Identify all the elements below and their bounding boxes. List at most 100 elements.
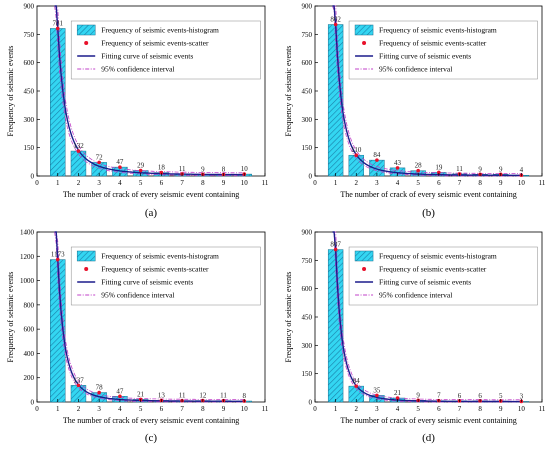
confidence-upper [332,5,523,174]
legend-entry: Frequency of seismic events-histogram [379,26,497,35]
legend-scatter-swatch [84,41,89,45]
legend-entry: Frequency of seismic events-scatter [101,39,209,48]
data-label: 13 [158,391,166,399]
legend-entry: Fitting curve of seismic events [379,52,471,61]
data-label: 11 [220,392,227,400]
legend-entry: Frequency of seismic events-scatter [101,265,209,274]
data-label: 11 [179,392,186,400]
data-label: 9 [201,165,205,173]
y-tick-label: 0 [31,399,35,407]
y-tick-label: 900 [302,229,313,237]
y-tick-label: 750 [302,31,313,39]
scatter-point [416,168,420,173]
x-tick-label: 3 [375,179,379,187]
x-tick-label: 10 [518,179,526,187]
x-tick-label: 6 [160,179,164,187]
data-label: 11 [179,165,186,173]
y-tick-label: 900 [302,3,313,11]
data-label: 21 [394,389,402,397]
data-label: 8 [243,392,247,400]
data-label: 47 [116,387,124,395]
legend-bar-swatch [354,250,374,262]
x-tick-label: 4 [118,179,122,187]
legend-entry: Frequency of seismic events-scatter [379,265,487,274]
y-axis-label: Frequency of seismic events [6,46,15,137]
legend-box [70,20,261,80]
data-label: 28 [415,162,423,170]
x-tick-label: 7 [180,405,184,413]
fit-curve [332,231,523,403]
y-tick-label: 450 [302,314,313,322]
x-tick-label: 8 [201,179,205,187]
x-tick-label: 0 [35,179,39,187]
scatter-point [97,390,101,395]
scatter-point [76,383,81,388]
data-label: 6 [458,392,462,400]
scatter-point [437,170,441,175]
scatter-point [395,166,400,170]
data-label: 9 [416,391,420,399]
data-label: 43 [394,159,402,167]
data-label: 10 [241,165,249,173]
data-label: 8 [222,165,226,173]
y-tick-label: 600 [302,285,313,293]
data-label: 19 [435,163,443,171]
y-tick-label: 800 [24,301,35,309]
legend-bar-swatch [76,24,96,36]
x-tick-label: 4 [396,179,400,187]
y-tick-label: 450 [24,88,35,96]
legend-scatter-swatch [362,267,367,271]
legend-box [348,246,538,306]
x-tick-label: 11 [539,179,546,187]
y-tick-label: 150 [302,144,313,152]
scatter-point [354,384,359,388]
x-tick-label: 11 [262,405,269,413]
fit-curve [54,231,246,402]
x-tick-label: 5 [416,179,420,187]
legend-bar-swatch [76,250,96,262]
x-tick-label: 6 [437,405,441,413]
x-tick-label: 0 [35,405,39,413]
x-tick-label: 10 [241,179,249,187]
bar [70,150,87,177]
y-tick-label: 300 [302,342,313,350]
scatter-point [159,170,164,175]
x-tick-label: 9 [222,179,226,187]
scatter-point [354,153,359,158]
x-axis-label: The number of crack of every seismic eve… [340,416,516,425]
legend-entry: Fitting curve of seismic events [101,278,193,287]
legend-entry: 95% confidence interval [101,65,174,74]
data-label: 137 [73,376,84,384]
x-tick-label: 11 [539,405,546,413]
chart-panel: 781 132 72 47 29 18 11 9 8 10 0 1 2 3 4 5 6 7 8 9 10 11 0 150 30… [6,3,269,220]
legend-entry: Frequency of seismic events-scatter [379,39,487,48]
legend: Frequency of seismic events-histogram Fre… [348,246,538,306]
y-tick-label: 900 [24,3,35,11]
data-label: 29 [137,162,145,170]
legend-scatter-swatch [362,41,367,45]
confidence-lower [332,5,523,177]
data-label: 72 [96,153,104,161]
y-axis-label: Frequency of seismic events [284,272,293,363]
scatter-point [333,247,338,252]
panel-label: (a) [145,207,158,219]
scatter-point [375,158,379,162]
legend: Frequency of seismic events-histogram Fre… [70,246,261,306]
y-tick-label: 600 [24,326,35,334]
x-tick-label: 6 [160,405,164,413]
scatter-point [118,165,122,169]
y-tick-label: 0 [309,173,313,181]
x-tick-label: 1 [334,405,338,413]
x-tick-label: 2 [77,179,81,187]
x-tick-label: 8 [201,405,205,413]
panel-label: (d) [422,432,435,444]
data-label: 5 [499,392,503,400]
x-tick-label: 3 [97,179,101,187]
data-label: 807 [330,241,341,249]
panel-label: (c) [145,432,158,444]
legend-box [348,20,538,80]
x-tick-label: 4 [396,405,400,413]
legend-entry: Frequency of seismic events-histogram [101,26,219,35]
scatter-point [118,394,122,399]
